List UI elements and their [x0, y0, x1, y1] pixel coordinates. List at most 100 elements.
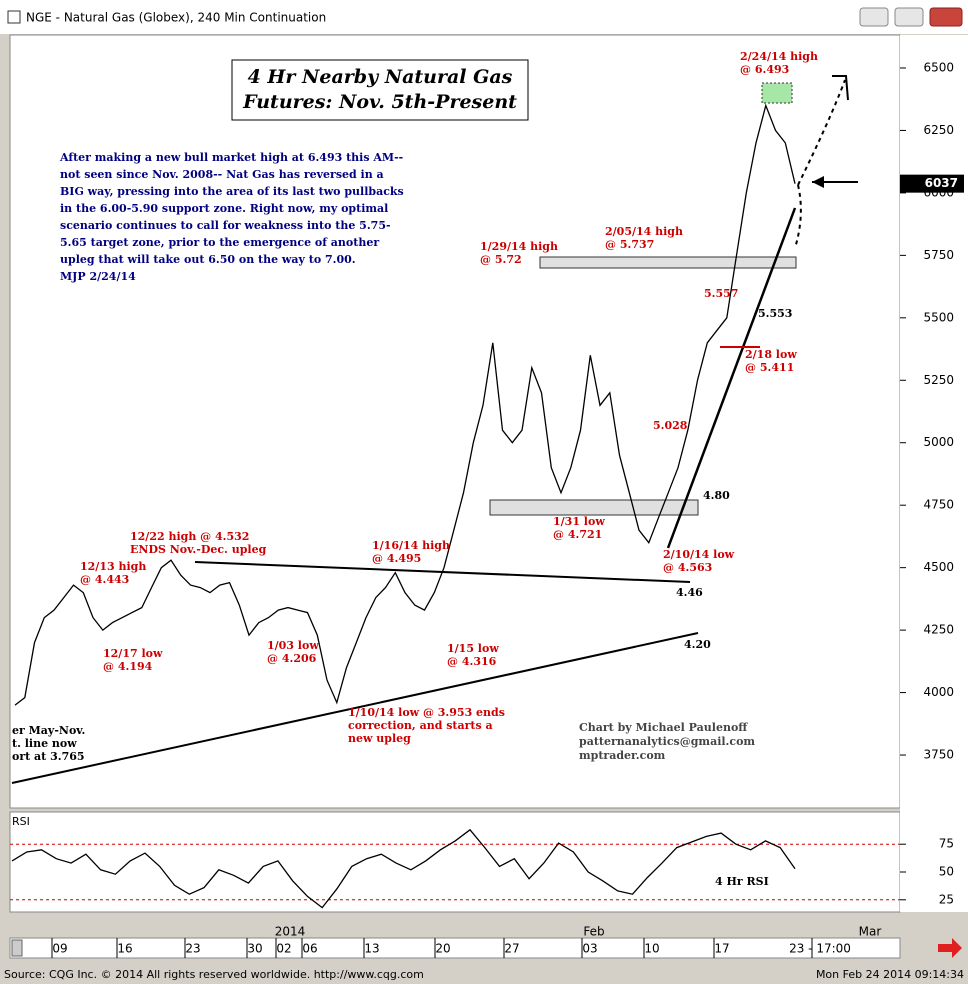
annotation: @ 4.206 [267, 652, 317, 665]
x-tick-label: 30 [247, 942, 262, 956]
projection-down [794, 184, 802, 249]
y-tick-label: 6500 [923, 60, 954, 74]
commentary: in the 6.00-5.90 support zone. Right now… [60, 202, 388, 215]
annotation: ENDS Nov.-Dec. upleg [130, 543, 267, 556]
annotation: er May-Nov. [12, 724, 85, 737]
x-period-label: Mar [859, 925, 882, 939]
annotation: @ 4.495 [372, 552, 421, 565]
y-tick-label: 4000 [923, 685, 954, 699]
rsi-tick-label: 25 [939, 892, 954, 906]
annotation: 2/05/14 high [605, 225, 683, 238]
annotation: @ 5.737 [605, 238, 654, 251]
annotation: 1/10/14 low @ 3.953 ends [348, 706, 505, 719]
last-price-box [900, 174, 964, 193]
app-icon [7, 10, 21, 24]
x-tick-label: 06 [302, 942, 317, 956]
x-period-label: 2014 [275, 925, 306, 939]
annotation: 4 Hr RSI [715, 875, 769, 888]
annotation: 1/15 low [447, 642, 499, 655]
y-tick-label: 5500 [923, 310, 954, 324]
annotation: 4.46 [676, 586, 703, 599]
x-period-label: Feb [583, 925, 604, 939]
annotation: 1/16/14 high [372, 539, 450, 552]
annotation: 4.80 [703, 489, 730, 502]
commentary: not seen since Nov. 2008-- Nat Gas has r… [60, 168, 384, 181]
commentary: MJP 2/24/14 [60, 270, 136, 283]
annotation: @ 4.443 [80, 573, 129, 586]
annotation: 2/10/14 low [663, 548, 735, 561]
resistance-zone [539, 256, 797, 269]
footer-time: Mon Feb 24 2014 09:14:34 [816, 968, 964, 981]
annotation: new upleg [348, 732, 411, 745]
x-tick-label: 09 [52, 942, 67, 956]
window-title: NGE - Natural Gas (Globex), 240 Min Cont… [26, 11, 326, 25]
annotation: 12/13 high [80, 560, 146, 573]
x-tick-label: 10 [644, 942, 659, 956]
time-axis [9, 937, 901, 959]
annotation: @ 4.316 [447, 655, 497, 668]
support-zone [489, 499, 699, 516]
y-tick-label: 5000 [923, 435, 954, 449]
last-price-label: 6037 [925, 176, 958, 190]
annotation: 12/22 high @ 4.532 [130, 530, 249, 543]
x-tick-label: 20 [435, 942, 450, 956]
rsi-tick-label: 50 [939, 865, 954, 879]
close-button[interactable] [929, 7, 963, 27]
annotation: ort at 3.765 [12, 750, 85, 763]
annotation: @ 4.563 [663, 561, 712, 574]
arrow-head [832, 75, 849, 101]
scroll-thumb[interactable] [11, 939, 23, 957]
high-box [761, 82, 793, 104]
annotation: @ 6.493 [740, 63, 789, 76]
commentary: 5.65 target zone, prior to the emergence… [60, 236, 379, 249]
commentary: BIG way, pressing into the area of its l… [60, 185, 404, 198]
annotation: 1/03 low [267, 639, 319, 652]
annotation: 5.557 [704, 287, 738, 300]
annotation: 1/31 low [553, 515, 605, 528]
x-tick-label: 27 [504, 942, 519, 956]
y-tick-label: 5750 [923, 248, 954, 262]
x-tick-label: 17 [714, 942, 729, 956]
status-bar [0, 966, 968, 984]
maximize-button[interactable] [894, 7, 924, 27]
y-tick-label: 5250 [923, 373, 954, 387]
x-tick-label: 23 - 17:00 [789, 942, 851, 956]
price-line [14, 103, 796, 706]
trend-line [666, 207, 797, 549]
annotation: 5.028 [653, 419, 688, 432]
annotation: 4.20 [684, 638, 711, 651]
x-tick-label: 02 [276, 942, 291, 956]
footer-source: Source: CQG Inc. © 2014 All rights reser… [4, 968, 424, 981]
x-tick-label: 16 [117, 942, 132, 956]
annotation: @ 4.194 [103, 660, 153, 673]
annotation: 5.553 [758, 307, 792, 320]
y-tick-label: 4750 [923, 498, 954, 512]
commentary: After making a new bull market high at 6… [59, 151, 403, 164]
rsi-tick-label: 75 [939, 837, 954, 851]
trend-line [11, 632, 699, 784]
price-axis [900, 35, 968, 912]
annotation: 1/29/14 high [480, 240, 558, 253]
chart-title: 4 Hr Nearby Natural Gas [248, 66, 513, 88]
title-bar [0, 0, 968, 34]
commentary: scenario continues to call for weakness … [60, 219, 391, 232]
annotation: mptrader.com [579, 749, 666, 762]
y-tick-label: 3750 [923, 748, 954, 762]
x-tick-label: 23 [185, 942, 200, 956]
y-tick-label: 4500 [923, 560, 954, 574]
annotation: @ 4.721 [553, 528, 602, 541]
scroll-arrow[interactable] [938, 938, 962, 958]
annotation: Chart by Michael Paulenoff [579, 721, 748, 734]
y-tick-label: 4250 [923, 623, 954, 637]
arrow-head [812, 176, 824, 188]
projection-up [797, 79, 846, 186]
rsi-label: RSI [12, 815, 30, 828]
y-tick-label: 6250 [923, 123, 954, 137]
rsi-line [11, 828, 796, 909]
minimize-button[interactable] [859, 7, 889, 27]
annotation: correction, and starts a [348, 719, 493, 732]
annotation: @ 5.72 [480, 253, 522, 266]
annotation: 2/24/14 high [740, 50, 818, 63]
title-box [231, 59, 529, 121]
